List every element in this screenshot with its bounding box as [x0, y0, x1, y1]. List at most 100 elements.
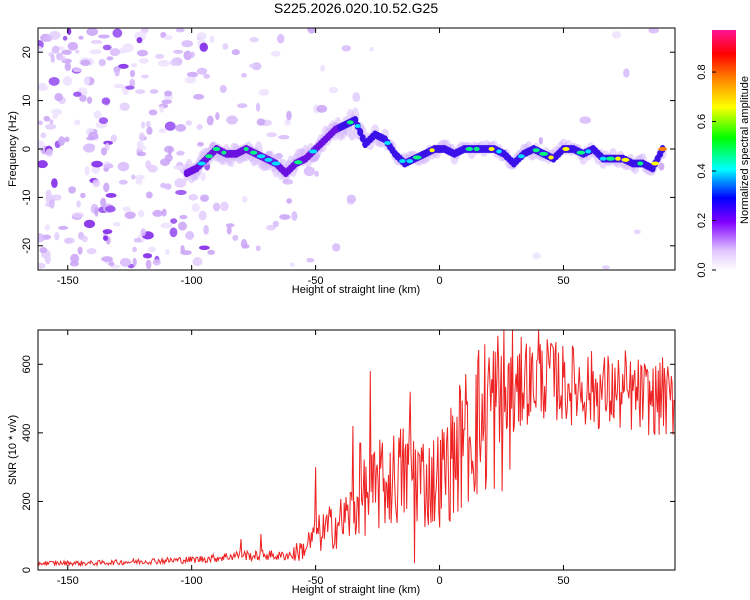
spectrogram-noise-blob: [49, 198, 55, 209]
spectrogram-noise-blob: [122, 206, 131, 212]
spectrogram-noise-blob: [64, 62, 72, 72]
spectrogram-noise-blob: [175, 189, 187, 196]
spectrogram-noise-blob: [44, 224, 51, 231]
ridge-core: [352, 115, 359, 124]
spectrogram-noise-blob: [93, 110, 102, 120]
spectrogram-noise-blob: [266, 132, 277, 138]
spectrogram-noise-blob: [161, 208, 167, 217]
y-tick-label: 0: [21, 146, 33, 152]
snr-series-line: [38, 330, 675, 567]
colorbar-tick-label: 0.2: [696, 213, 708, 228]
colorbar-label: Normalized spectral amplitude: [739, 76, 750, 224]
ridge-hotspot: [346, 120, 354, 125]
spectrogram-noise-blob: [328, 86, 338, 94]
spectrogram-noise-blob: [110, 134, 117, 143]
spectrogram-noise-blob: [226, 115, 238, 125]
spectrogram-noise-blob: [207, 249, 216, 255]
spectrogram-noise-blob: [94, 207, 99, 217]
spectrogram-noise-blob: [119, 102, 130, 111]
spectrogram-noise-blob: [44, 254, 51, 265]
spectrogram-noise-blob: [45, 148, 54, 157]
colorbar-tick-label: 0.4: [696, 163, 708, 178]
spectrogram-noise-blob: [249, 36, 259, 43]
spectrogram-noise-blob: [102, 44, 112, 51]
spectrogram-noise-blob: [157, 59, 170, 67]
spectrogram-noise-blob: [173, 49, 184, 54]
spectrogram-noise-blob: [51, 45, 60, 54]
spectrogram-noise-blob: [131, 62, 138, 68]
spectrogram-noise-blob: [226, 225, 232, 235]
spectrogram-noise-blob: [286, 198, 293, 204]
ridge-hotspot: [221, 150, 227, 155]
spectrogram-noise-blob: [161, 99, 173, 104]
ridge-core: [357, 128, 364, 137]
ridge-hotspot: [615, 156, 621, 161]
spectrogram-noise-blob: [177, 221, 187, 231]
spectrogram-noise-blob: [191, 203, 200, 213]
spectrogram-noise-blob: [83, 219, 96, 229]
spectrogram-noise-blob: [240, 238, 248, 249]
spectrogram-noise-blob: [131, 174, 136, 180]
ridge-hotspot: [562, 147, 570, 151]
spectrogram-noise-blob: [286, 110, 292, 121]
ridge-hotspot: [309, 149, 318, 154]
spectrogram-noise-blob: [78, 35, 84, 40]
spectrogram-noise-blob: [86, 248, 97, 255]
spectrogram-noise-blob: [77, 246, 83, 255]
ridge-hotspot: [399, 159, 406, 164]
spectrogram-noise-blob: [648, 28, 660, 34]
spectrogram-noise-blob: [89, 49, 102, 55]
spectrogram-noise-blob: [196, 67, 208, 75]
spectrogram-noise-blob: [125, 85, 135, 90]
y-tick-label: 10: [21, 94, 33, 106]
spectrogram-noise-blob: [188, 193, 199, 201]
spectrogram-noise-blob: [138, 57, 149, 64]
ridge-hotspot: [256, 154, 266, 159]
spectrogram-noise-blob: [136, 37, 143, 44]
y-tick-label: 20: [21, 46, 33, 58]
spectrogram-noise-blob: [169, 227, 178, 238]
spectrogram-noise-blob: [132, 257, 137, 267]
spectrogram-noise-blob: [193, 93, 205, 100]
ridge-hotspot: [599, 156, 607, 161]
ridge-hotspot: [384, 140, 391, 145]
spectrogram-noise-blob: [320, 64, 326, 72]
ridge-hotspot: [212, 147, 221, 151]
x-tick-label: -50: [308, 275, 324, 287]
spectrogram-noise-blob: [38, 120, 43, 126]
spectrogram-noise-blob: [58, 136, 66, 146]
spectrogram-noise-blob: [164, 183, 172, 190]
spectrogram-noise-blob: [279, 214, 291, 220]
colorbar-tick-label: 0.0: [696, 262, 708, 277]
spectrogram-noise-blob: [100, 147, 107, 156]
spectrogram-noise-blob: [186, 71, 199, 78]
spectrogram-noise-blob: [196, 32, 207, 41]
spectrogram-noise-blob: [158, 128, 167, 134]
spectrogram-noise-blob: [169, 59, 179, 67]
spectrogram-noise-blob: [612, 31, 622, 39]
spectrogram-noise-blob: [58, 225, 69, 230]
spectrogram-noise-blob: [225, 223, 235, 228]
spectrogram-noise-blob: [38, 46, 43, 53]
ridge-hotspot: [496, 149, 502, 154]
spectrogram-noise-blob: [255, 102, 261, 112]
spectrogram-noise-blob: [199, 194, 209, 202]
spectrogram-noise-blob: [136, 140, 144, 148]
spectrogram-noise-blob: [138, 132, 146, 142]
spectrogram-noise-blob: [198, 210, 207, 221]
spectrogram-noise-blob: [38, 262, 46, 269]
spectrogram-noise-blob: [74, 119, 81, 126]
spectrogram-noise-blob: [352, 92, 361, 103]
spectrogram-noise-blob: [108, 261, 115, 267]
spectrogram-noise-blob: [601, 265, 610, 270]
spectrogram-noise-blob: [70, 253, 80, 263]
colorbar-gradient: [712, 30, 736, 270]
spectrogram-noise-blob: [38, 233, 45, 243]
snr-x-ticks: -150 -100 -50 0 50: [57, 330, 570, 587]
spectrogram-noise-blob: [135, 178, 143, 185]
spectrogram-noise-blob: [86, 28, 99, 37]
snr-x-label: Height of straight line (km): [292, 584, 420, 596]
ridge-hotspot: [294, 160, 303, 165]
spectrogram-noise-blob: [241, 195, 248, 203]
spectrogram-noise-blob: [117, 161, 130, 172]
